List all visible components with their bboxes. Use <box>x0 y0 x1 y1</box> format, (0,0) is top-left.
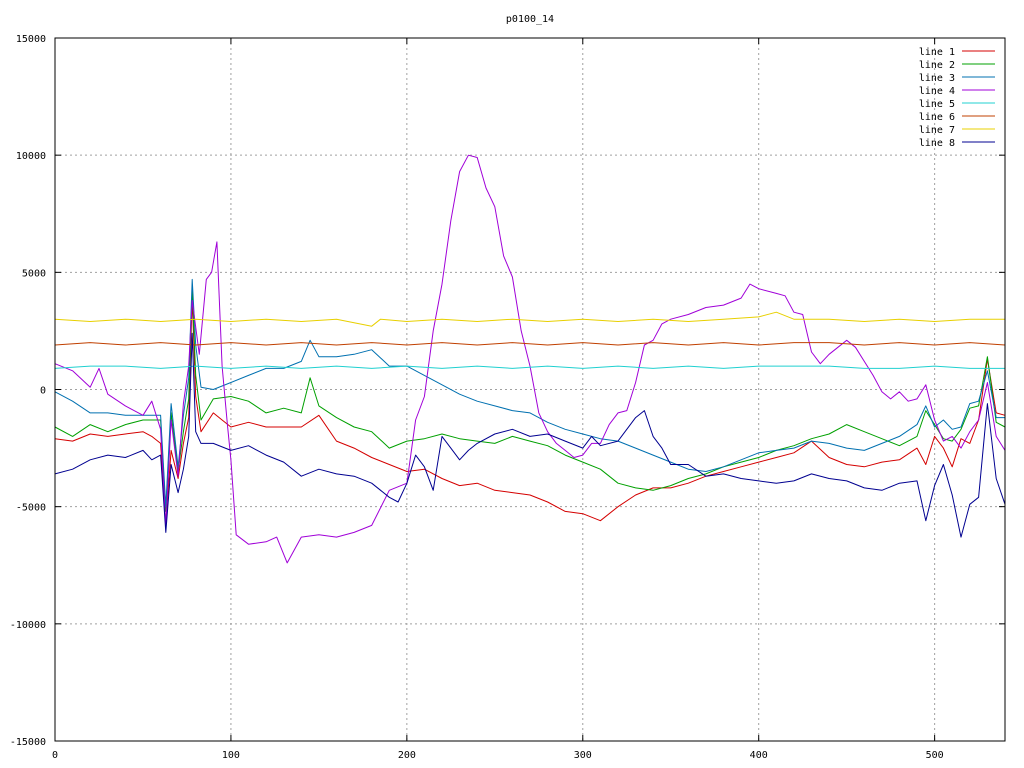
x-tick-label: 300 <box>574 750 592 761</box>
legend-label-2: line 2 <box>919 60 955 71</box>
x-tick-label: 500 <box>926 750 944 761</box>
y-tick-label: 0 <box>40 386 46 397</box>
legend-label-7: line 7 <box>919 125 955 136</box>
legend-label-1: line 1 <box>919 47 955 58</box>
legend-label-4: line 4 <box>919 86 955 97</box>
series-line-4 <box>54 154 1006 564</box>
chart-title: p0100_14 <box>506 14 554 25</box>
axes: 0 100 200 300 400 500 -15000 -10000 -5000 0 5000 10… <box>10 34 1005 761</box>
y-tick-label: -10000 <box>10 620 46 631</box>
series-group <box>54 154 1006 564</box>
series-line-5 <box>54 365 1005 369</box>
legend-label-8: line 8 <box>919 138 955 149</box>
series-line-6 <box>54 342 1006 346</box>
y-tick-label: -5000 <box>16 503 46 514</box>
legend-label-3: line 3 <box>919 73 955 84</box>
x-tick-label: 0 <box>52 750 58 761</box>
legend: line 1 line 2 line 3 line 4 line 5 line 6 line… <box>919 47 995 149</box>
series-line-2 <box>54 288 1006 512</box>
legend-label-5: line 5 <box>919 99 955 110</box>
y-tick-label: 5000 <box>22 268 46 279</box>
y-tick-label: 10000 <box>16 151 46 162</box>
series-line-8 <box>54 332 1006 538</box>
y-tick-label: -15000 <box>10 737 46 748</box>
series-line-1 <box>54 297 1006 524</box>
y-tick-label: 15000 <box>16 34 46 45</box>
grid-lines <box>55 38 1005 741</box>
x-tick-label: 400 <box>750 750 768 761</box>
series-line-7 <box>54 311 1005 327</box>
legend-label-6: line 6 <box>919 112 955 123</box>
x-tick-label: 100 <box>222 750 240 761</box>
x-tick-label: 200 <box>398 750 416 761</box>
series-line-3 <box>54 278 1005 508</box>
